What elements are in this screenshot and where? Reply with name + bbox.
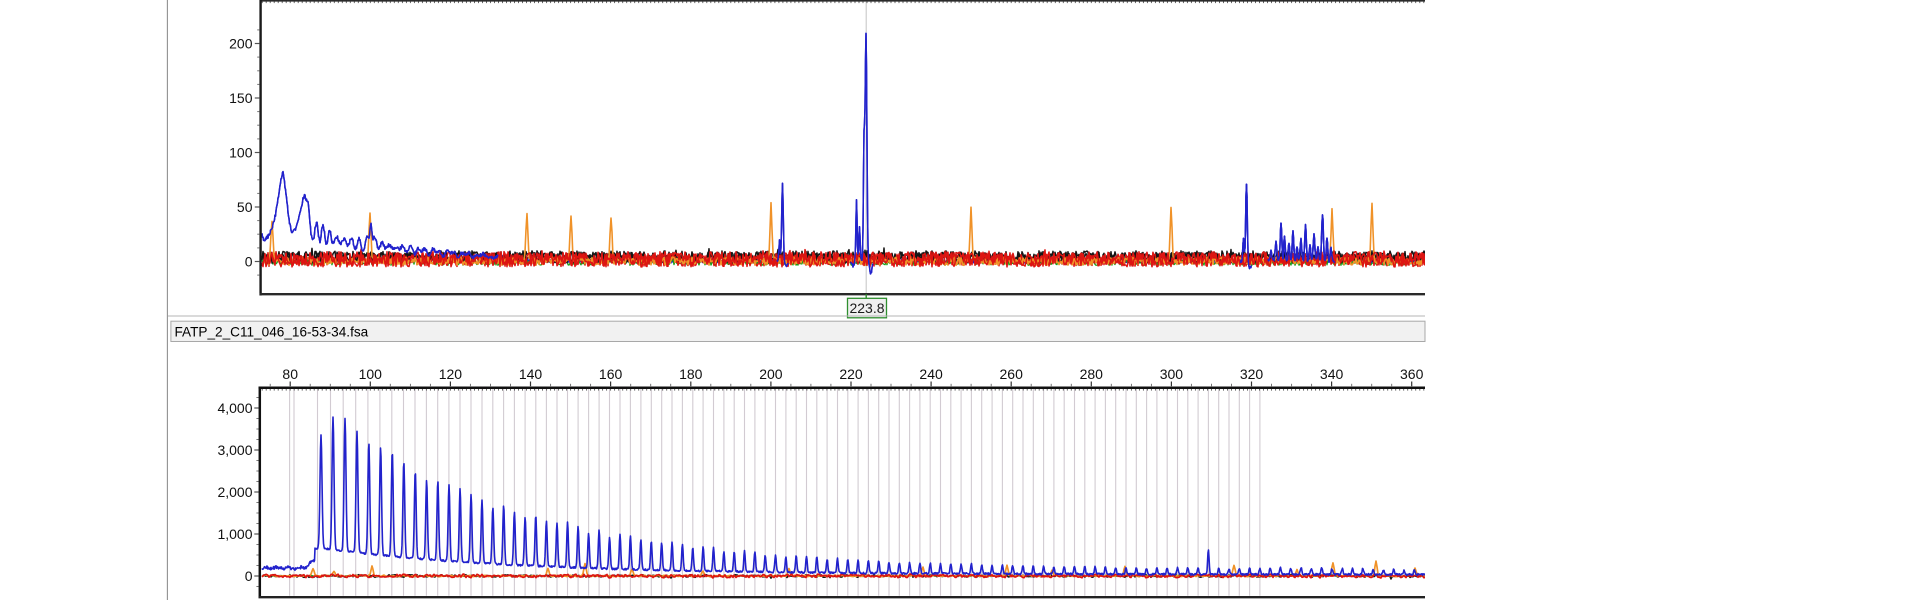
svg-text:340: 340 [1320,366,1344,382]
svg-text:200: 200 [229,36,253,52]
svg-text:260: 260 [1000,366,1024,382]
svg-text:200: 200 [759,366,783,382]
svg-text:4,000: 4,000 [217,400,252,416]
svg-text:3,000: 3,000 [217,442,252,458]
svg-text:300: 300 [1160,366,1184,382]
svg-text:160: 160 [599,366,623,382]
svg-text:100: 100 [359,366,383,382]
svg-text:240: 240 [919,366,943,382]
svg-text:140: 140 [519,366,543,382]
svg-text:360: 360 [1400,366,1424,382]
svg-text:50: 50 [237,199,253,215]
svg-text:150: 150 [229,90,253,106]
svg-text:100: 100 [229,145,253,161]
svg-text:180: 180 [679,366,703,382]
svg-text:0: 0 [245,568,253,584]
svg-text:220: 220 [839,366,863,382]
svg-text:1,000: 1,000 [217,526,252,542]
svg-text:320: 320 [1240,366,1264,382]
svg-text:223.8: 223.8 [849,300,884,316]
svg-text:80: 80 [282,366,298,382]
svg-text:120: 120 [439,366,463,382]
svg-text:2,000: 2,000 [217,484,252,500]
svg-text:0: 0 [245,254,253,270]
svg-text:280: 280 [1080,366,1104,382]
svg-text:FATP_2_C11_046_16-53-34.fsa: FATP_2_C11_046_16-53-34.fsa [175,324,369,339]
